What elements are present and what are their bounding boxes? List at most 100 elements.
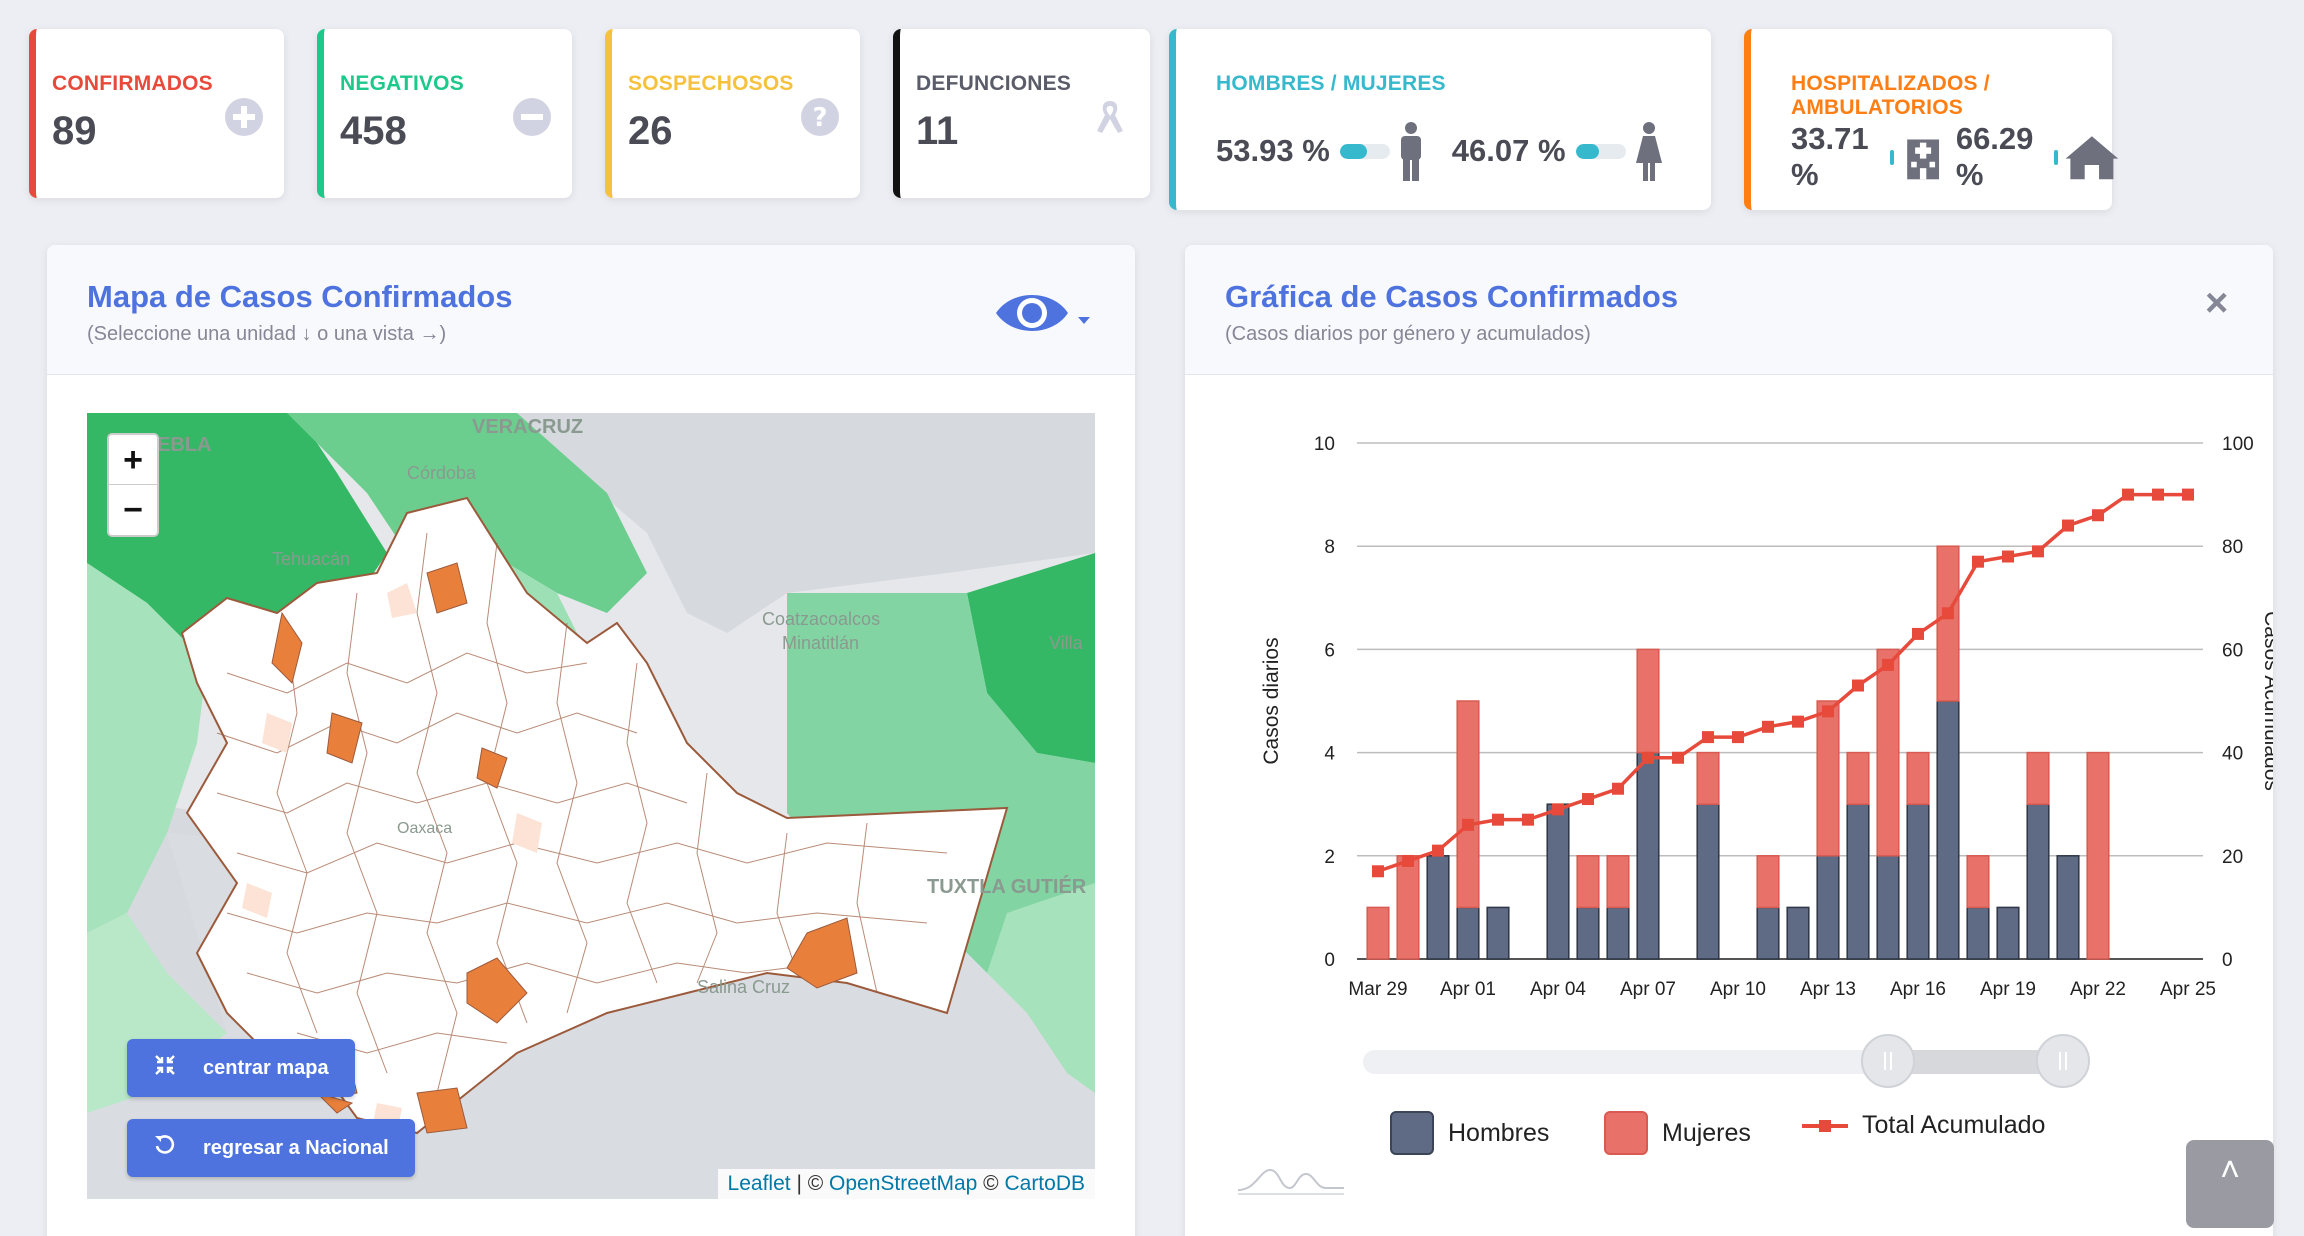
point-total-acumulado (1612, 782, 1624, 795)
range-handle-left[interactable] (1861, 1034, 1915, 1088)
x-tick-label: Apr 04 (1530, 979, 1586, 1000)
stat-label: SOSPECHOSOS (628, 72, 794, 95)
leaflet-link[interactable]: Leaflet (727, 1172, 791, 1195)
range-handle-right[interactable] (2036, 1034, 2090, 1088)
attrib-sep: | © (790, 1172, 830, 1195)
legend-swatch-mujeres (1604, 1111, 1648, 1155)
map-label-tehuacan: Tehuacán (272, 549, 350, 569)
amb-pct: 66.29 % (1955, 121, 2034, 192)
bar-mujeres (1366, 906, 1390, 960)
center-map-button[interactable]: centrar mapa (127, 1039, 355, 1097)
point-total-acumulado (2062, 519, 2074, 532)
bar-mujeres (1906, 751, 1930, 805)
stat-card-defunciones: DEFUNCIONES 11 (893, 29, 1150, 198)
attrib-sep2: © (977, 1172, 1005, 1195)
stat-label: HOSPITALIZADOS / AMBULATORIOS (1791, 72, 1990, 119)
bar-hombres (1606, 906, 1630, 960)
stat-label: NEGATIVOS (340, 72, 464, 95)
x-tick-label: Apr 10 (1710, 979, 1766, 1000)
legend-total[interactable]: Total Acumulado (1802, 1111, 2045, 1140)
point-total-acumulado (1522, 813, 1534, 826)
x-tick-label: Apr 22 (2070, 979, 2126, 1000)
bar-mujeres (1606, 855, 1630, 909)
y-axis-title: Casos diarios (1260, 637, 1283, 764)
point-total-acumulado (1882, 658, 1894, 671)
ribbon-icon (1097, 101, 1123, 133)
map-label-veracruz: VERACRUZ (472, 416, 583, 438)
zoom-in-button[interactable]: + (109, 435, 157, 485)
bar-hombres (1846, 803, 1870, 960)
carto-link[interactable]: CartoDB (1004, 1172, 1085, 1195)
point-total-acumulado (1552, 803, 1564, 816)
bar-mujeres (2026, 751, 2050, 805)
y2-tick-label: 80 (2222, 537, 2243, 558)
legend-label-mujeres: Mujeres (1662, 1118, 1751, 1147)
stat-card-negativos: NEGATIVOS 458 (317, 29, 572, 198)
chart-card-subtitle: (Casos diarios por género y acumulados) (1225, 323, 1591, 345)
eye-dropdown-icon[interactable] (992, 283, 1092, 343)
female-icon (1635, 122, 1662, 181)
point-total-acumulado (1672, 751, 1684, 764)
map-card-title: Mapa de Casos Confirmados (87, 279, 513, 314)
map-label-puebla: EBLA (157, 434, 211, 456)
y-tick-label: 8 (1324, 537, 1335, 558)
gender-row: 53.93 % 46.07 % (1216, 121, 1664, 181)
y2-axis-title: Casos Acumulados (2260, 611, 2273, 791)
house-icon (2066, 136, 2119, 180)
osm-link[interactable]: OpenStreetMap (829, 1172, 978, 1195)
bar-hombres (1936, 700, 1960, 960)
stat-value: 11 (916, 109, 959, 153)
back-national-button[interactable]: regresar a Nacional (127, 1119, 415, 1177)
bar-hombres (1906, 803, 1930, 960)
male-icon (1400, 122, 1421, 181)
navigator-sparkline-icon (1237, 1168, 1344, 1195)
map-card: Mapa de Casos Confirmados (Seleccione un… (47, 245, 1135, 1236)
map-label-cordoba: Córdoba (407, 463, 477, 483)
point-total-acumulado (1822, 705, 1834, 718)
x-tick-label: Apr 19 (1980, 979, 2036, 1000)
point-total-acumulado (1942, 607, 1954, 620)
bar-mujeres (1966, 855, 1990, 909)
range-slider[interactable] (1363, 1034, 2090, 1088)
point-total-acumulado (1852, 679, 1864, 692)
stat-value: 458 (340, 109, 407, 153)
stat-value: 26 (628, 109, 673, 153)
y2-tick-label: 100 (2222, 434, 2254, 455)
point-total-acumulado (2032, 545, 2044, 558)
stat-card-hospital: HOSPITALIZADOS / AMBULATORIOS 33.71 % 66… (1744, 29, 2119, 210)
legend-mujeres[interactable]: Mujeres (1604, 1111, 1751, 1155)
y2-tick-label: 20 (2222, 847, 2243, 868)
map-label-minatitlan: Minatitlán (782, 633, 859, 653)
map-label-salina-cruz: Salina Cruz (697, 977, 790, 997)
scroll-top-button[interactable]: ˄ (2186, 1140, 2274, 1228)
map-card-subtitle: (Seleccione una unidad ↓ o una vista →) (87, 323, 447, 345)
question-circle-icon: ? (801, 98, 839, 136)
hombres-pct: 53.93 % (1216, 133, 1330, 168)
legend-hombres[interactable]: Hombres (1390, 1111, 1549, 1155)
zoom-out-button[interactable]: − (123, 491, 143, 529)
x-tick-label: Apr 16 (1890, 979, 1946, 1000)
line-total-acumulado (1377, 492, 2188, 873)
legend-swatch-total (1802, 1119, 1848, 1132)
bar-hombres (1786, 906, 1810, 960)
bar-hombres (1816, 855, 1840, 960)
bar-hombres (1426, 855, 1450, 960)
close-button[interactable]: × (2205, 281, 2229, 325)
map-view[interactable]: VERACRUZ EBLA Córdoba Tehuacán Coatzacoa… (87, 413, 1095, 1199)
point-total-acumulado (2092, 509, 2104, 522)
point-total-acumulado (1642, 751, 1654, 764)
bar-hombres (1486, 906, 1510, 960)
point-total-acumulado (2122, 488, 2134, 501)
bar-mujeres (1816, 700, 1840, 857)
svg-text:?: ? (812, 103, 827, 133)
map-label-tuxtla: TUXTLA GUTIÉR (927, 875, 1087, 898)
bar-hombres (1546, 803, 1570, 960)
y-tick-label: 10 (1314, 434, 1335, 455)
stat-label: HOMBRES / MUJERES (1216, 72, 1446, 95)
undo-icon (153, 1133, 203, 1163)
bar-mujeres (1696, 751, 1720, 805)
point-total-acumulado (1762, 720, 1774, 733)
legend-swatch-hombres (1390, 1111, 1434, 1155)
compress-icon (153, 1053, 203, 1083)
point-total-acumulado (2182, 488, 2194, 501)
